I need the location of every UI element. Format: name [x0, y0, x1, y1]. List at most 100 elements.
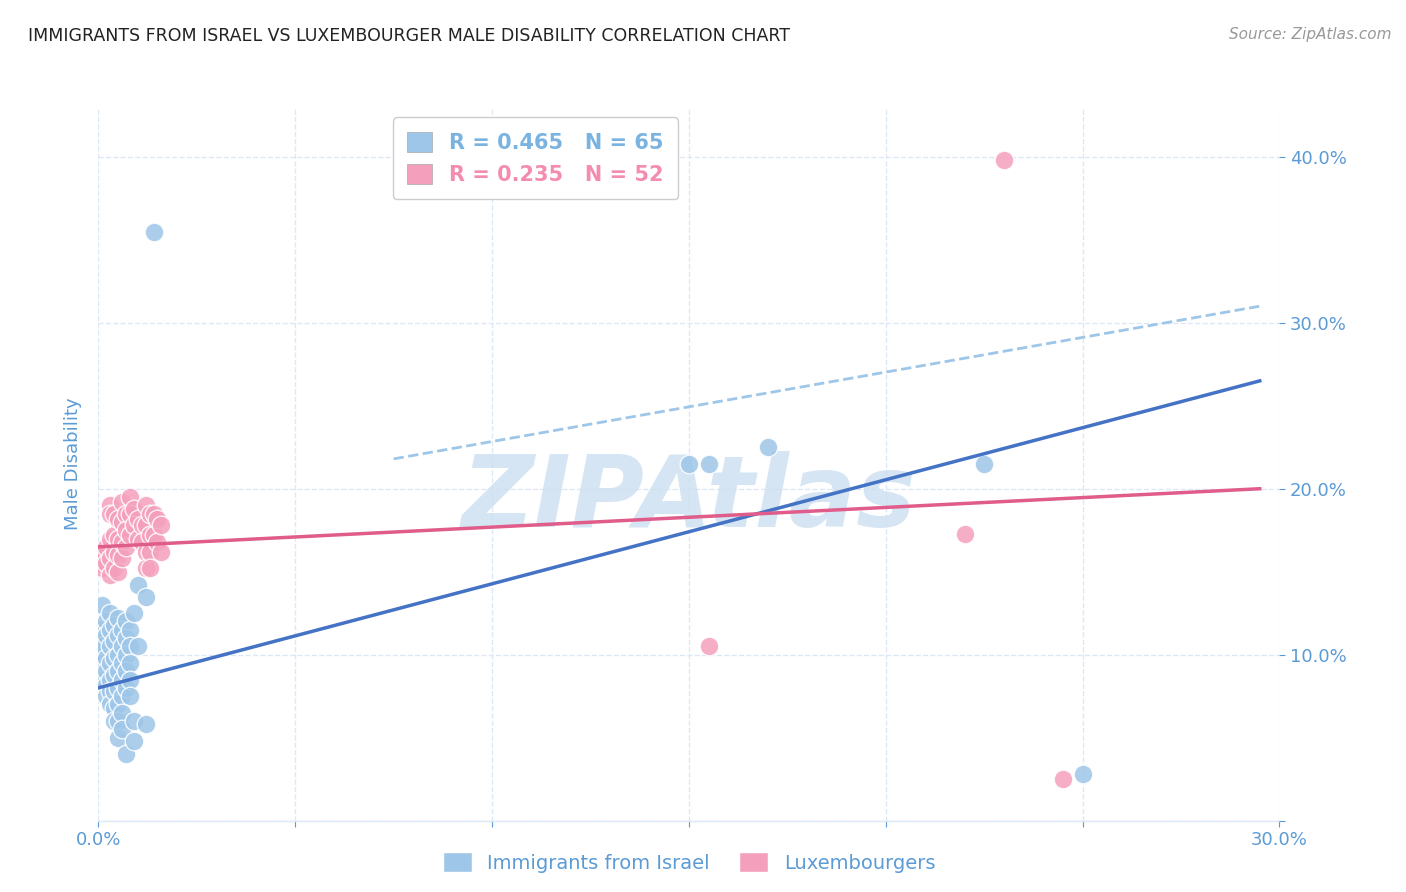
- Point: [973, 457, 995, 471]
- Point: [111, 515, 134, 529]
- Point: [118, 656, 141, 670]
- Point: [111, 495, 134, 509]
- Point: [96, 540, 118, 554]
- Point: [115, 747, 138, 762]
- Point: [135, 717, 157, 731]
- Point: [135, 545, 157, 559]
- Point: [118, 507, 141, 521]
- Point: [138, 507, 160, 521]
- Point: [103, 617, 125, 632]
- Point: [118, 490, 141, 504]
- Point: [98, 606, 121, 620]
- Point: [118, 673, 141, 687]
- Point: [127, 511, 149, 525]
- Point: [111, 673, 134, 687]
- Point: [98, 623, 121, 637]
- Point: [98, 532, 121, 546]
- Legend: Immigrants from Israel, Luxembourgers: Immigrants from Israel, Luxembourgers: [433, 842, 945, 882]
- Point: [91, 656, 114, 670]
- Text: IMMIGRANTS FROM ISRAEL VS LUXEMBOURGER MALE DISABILITY CORRELATION CHART: IMMIGRANTS FROM ISRAEL VS LUXEMBOURGER M…: [28, 27, 790, 45]
- Point: [98, 673, 121, 687]
- Point: [96, 615, 118, 629]
- Point: [111, 706, 134, 720]
- Point: [111, 623, 134, 637]
- Point: [146, 511, 169, 525]
- Point: [89, 557, 111, 571]
- Point: [98, 568, 121, 582]
- Point: [90, 640, 112, 654]
- Point: [135, 499, 157, 513]
- Point: [107, 714, 129, 728]
- Point: [138, 528, 160, 542]
- Point: [115, 523, 138, 537]
- Point: [131, 534, 153, 549]
- Point: [127, 640, 149, 654]
- Text: Source: ZipAtlas.com: Source: ZipAtlas.com: [1229, 27, 1392, 42]
- Point: [107, 628, 129, 642]
- Point: [103, 684, 125, 698]
- Point: [115, 540, 138, 554]
- Point: [127, 578, 149, 592]
- Point: [122, 714, 145, 728]
- Point: [1052, 772, 1074, 786]
- Point: [118, 689, 141, 703]
- Point: [135, 518, 157, 533]
- Point: [103, 714, 125, 728]
- Point: [96, 651, 118, 665]
- Point: [993, 153, 1015, 168]
- Point: [98, 499, 121, 513]
- Point: [98, 507, 121, 521]
- Point: [138, 545, 160, 559]
- Point: [142, 528, 165, 542]
- Point: [89, 623, 111, 637]
- Point: [115, 665, 138, 679]
- Point: [138, 561, 160, 575]
- Point: [111, 689, 134, 703]
- Point: [91, 561, 114, 575]
- Point: [111, 723, 134, 737]
- Point: [135, 561, 157, 575]
- Point: [98, 551, 121, 566]
- Point: [103, 561, 125, 575]
- Point: [111, 534, 134, 549]
- Point: [103, 507, 125, 521]
- Point: [103, 700, 125, 714]
- Point: [96, 677, 118, 691]
- Point: [91, 640, 114, 654]
- Point: [107, 532, 129, 546]
- Point: [103, 651, 125, 665]
- Point: [115, 648, 138, 662]
- Point: [127, 532, 149, 546]
- Point: [96, 557, 118, 571]
- Point: [107, 565, 129, 579]
- Point: [96, 689, 118, 703]
- Point: [1071, 767, 1094, 781]
- Point: [118, 640, 141, 654]
- Point: [107, 681, 129, 695]
- Point: [103, 634, 125, 648]
- Point: [111, 640, 134, 654]
- Point: [678, 457, 700, 471]
- Point: [115, 631, 138, 645]
- Point: [107, 665, 129, 679]
- Point: [118, 528, 141, 542]
- Point: [697, 457, 720, 471]
- Point: [115, 681, 138, 695]
- Point: [122, 734, 145, 748]
- Point: [131, 518, 153, 533]
- Point: [98, 684, 121, 698]
- Point: [115, 615, 138, 629]
- Point: [98, 640, 121, 654]
- Point: [953, 526, 976, 541]
- Point: [98, 656, 121, 670]
- Point: [107, 548, 129, 562]
- Point: [118, 623, 141, 637]
- Point: [697, 640, 720, 654]
- Point: [91, 548, 114, 562]
- Point: [98, 698, 121, 712]
- Point: [115, 507, 138, 521]
- Point: [146, 534, 169, 549]
- Point: [107, 731, 129, 745]
- Point: [111, 551, 134, 566]
- Point: [142, 507, 165, 521]
